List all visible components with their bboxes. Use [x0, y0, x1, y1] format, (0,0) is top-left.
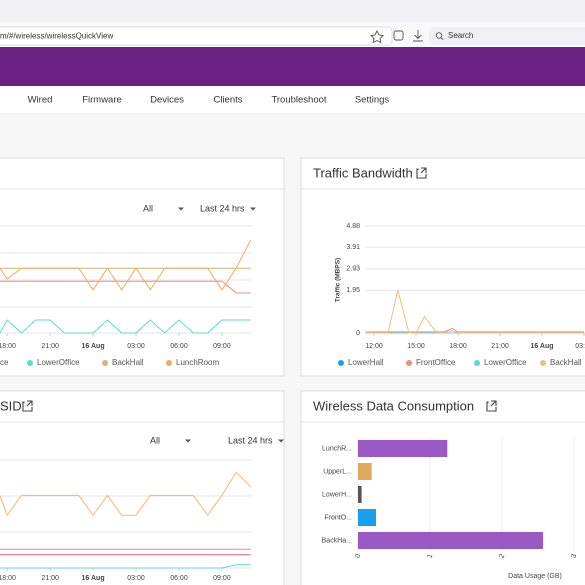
search-placeholder: Search [448, 31, 473, 40]
nav-item[interactable]: Firmware [82, 95, 122, 106]
y-tick-label: 0 [356, 330, 360, 337]
x-tick-label: 18:00 [0, 343, 16, 350]
legend-label[interactable]: BackHall [112, 358, 144, 367]
dropdown-caret [178, 207, 184, 211]
x-tick-label: 1 [426, 553, 434, 559]
dropdown-caret [250, 207, 256, 211]
legend-marker [102, 360, 108, 366]
legend-marker [27, 360, 33, 366]
filter-dropdown[interactable]: All [150, 435, 160, 445]
url: m/#/wireless/wirelessQuickView [0, 32, 113, 41]
header [0, 47, 585, 86]
legend-label[interactable]: LowerOffice [484, 358, 527, 367]
series-line [0, 471, 251, 517]
legend-marker [338, 360, 344, 366]
series-line [0, 280, 251, 294]
x-tick-label: 09:00 [213, 575, 231, 582]
nav-item[interactable]: Devices [150, 95, 184, 106]
x-axis-label: Data Usage (GB) [508, 573, 562, 580]
x-tick-label: 16 Aug [530, 343, 553, 350]
x-tick-label: 0 [354, 553, 362, 559]
bar[interactable] [358, 509, 376, 526]
legend-marker [474, 360, 480, 366]
filter-dropdown[interactable]: Last 24 hrs [228, 435, 273, 445]
legend-marker [540, 360, 546, 366]
download-icon[interactable] [413, 30, 423, 42]
y-tick-label: BackHa... [322, 537, 352, 544]
x-tick-label: 21:00 [41, 343, 59, 350]
y-tick-label: LowerH... [322, 491, 352, 498]
x-tick-label: 06:00 [170, 575, 188, 582]
y-tick-label: FrontO... [324, 514, 352, 521]
nav-item[interactable]: Settings [355, 95, 390, 106]
series-line [0, 319, 251, 334]
external-link-icon[interactable] [416, 167, 427, 179]
legend-marker [166, 360, 172, 366]
bookmark-icon[interactable] [370, 29, 384, 44]
legend-label[interactable]: LowerHall [348, 358, 384, 367]
x-tick-label: 3 [570, 553, 578, 559]
x-tick-label: 12:00 [365, 343, 383, 350]
search-field[interactable] [429, 27, 585, 45]
series-line [0, 564, 251, 569]
x-tick-label: 15:00 [407, 343, 425, 350]
nav-bar [0, 86, 585, 114]
series-line [365, 290, 584, 334]
address-field[interactable] [0, 26, 393, 46]
legend-marker [406, 360, 412, 366]
x-tick-label: 03:00 [127, 575, 145, 582]
filter-dropdown[interactable]: All [143, 203, 153, 213]
x-tick-label: 03:00 [127, 343, 145, 350]
panel-title: SID [0, 398, 22, 413]
x-tick-label: 18:00 [449, 343, 467, 350]
x-tick-label: 18:00 [0, 575, 16, 582]
x-tick-label: 09:00 [213, 343, 231, 350]
nav-item[interactable]: Clients [213, 95, 242, 106]
panel [300, 157, 585, 377]
y-tick-label: 3.91 [346, 244, 360, 251]
external-link-icon[interactable] [22, 400, 33, 412]
x-tick-label: 2 [498, 553, 506, 559]
bar[interactable] [358, 463, 372, 480]
x-tick-label: 16 Aug [82, 343, 105, 350]
dropdown-caret [278, 439, 284, 443]
x-tick-label: 16 Aug [82, 575, 105, 582]
y-tick-label: 1.95 [346, 287, 360, 294]
external-link-icon[interactable] [486, 400, 497, 412]
y-tick-label: 4.88 [346, 223, 360, 230]
y-tick-label: UpperL... [323, 468, 352, 475]
series-line [365, 328, 584, 333]
nav-item[interactable]: Wired [28, 95, 53, 106]
x-tick-label: 06:00 [170, 343, 188, 350]
panel [300, 390, 585, 585]
legend-label[interactable]: BackHall [550, 358, 582, 367]
pocket-icon[interactable] [393, 30, 404, 41]
search-icon-handle [440, 37, 444, 41]
dropdown-caret [185, 439, 191, 443]
panel-title: Traffic Bandwidth [313, 165, 413, 180]
y-tick-label: LunchR... [322, 445, 352, 452]
series-line [0, 239, 252, 291]
x-tick-label: 21:00 [41, 575, 59, 582]
legend-label[interactable]: LowerOffice [37, 358, 80, 367]
bar[interactable] [358, 440, 448, 457]
legend-label[interactable]: ce [0, 358, 9, 367]
bar[interactable] [358, 532, 544, 549]
filter-dropdown[interactable]: Last 24 hrs [200, 203, 245, 213]
x-tick-label: 03:00 [575, 343, 585, 350]
panel-title: Wireless Data Consumption [313, 398, 474, 413]
y-axis-label: Traffic (MBPS) [335, 258, 342, 302]
nav-item[interactable]: Troubleshoot [271, 95, 326, 106]
legend-label[interactable]: LunchRoom [176, 358, 219, 367]
x-tick-label: 21:00 [491, 343, 509, 350]
bar[interactable] [358, 486, 362, 503]
legend-label[interactable]: FrontOffice [416, 358, 456, 367]
tab-strip [0, 0, 585, 22]
search-icon [435, 32, 443, 39]
panel [0, 390, 285, 585]
y-tick-label: 2.93 [346, 266, 360, 273]
